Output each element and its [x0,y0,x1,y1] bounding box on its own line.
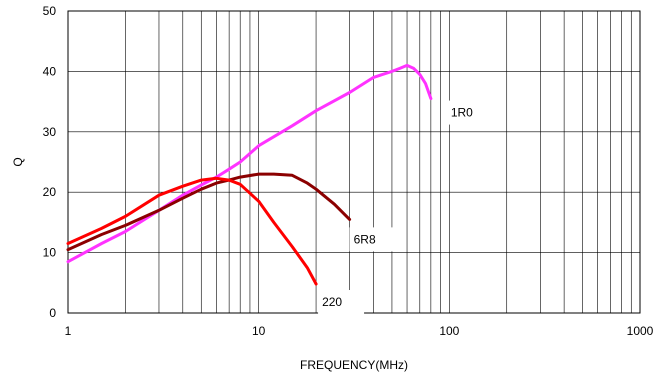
x-tick-labels: 1 10 100 1000 [65,324,654,338]
y-tick-label: 30 [43,125,57,139]
y-tick-label: 10 [43,246,57,260]
x-axis-label: FREQUENCY(MHz) [300,358,408,372]
x-tick-label: 1000 [627,324,654,338]
series-label-220: 220 [322,295,342,309]
series-label-1r0: 1R0 [451,106,473,120]
y-tick-label: 50 [43,4,57,18]
series-line-220 [66,176,318,286]
y-tick-label: 20 [43,185,57,199]
y-tick-label: 40 [43,64,57,78]
series-label-6r8: 6R8 [354,232,376,246]
series-label-box [318,290,365,315]
series-labels: 1R0 6R8 220 [318,100,493,315]
x-tick-label: 100 [439,324,459,338]
grid-lines [68,11,640,313]
y-tick-labels: 0 10 20 30 40 50 [43,4,57,320]
series-label-box [349,227,396,252]
y-tick-label: 0 [49,306,56,320]
series-line-6r8 [66,172,352,252]
series-lines [66,63,433,286]
x-tick-label: 10 [252,324,266,338]
plot-frame [67,10,641,314]
series-label-box [446,100,493,125]
x-tick-label: 1 [65,324,72,338]
y-axis-label: Q [11,157,25,166]
